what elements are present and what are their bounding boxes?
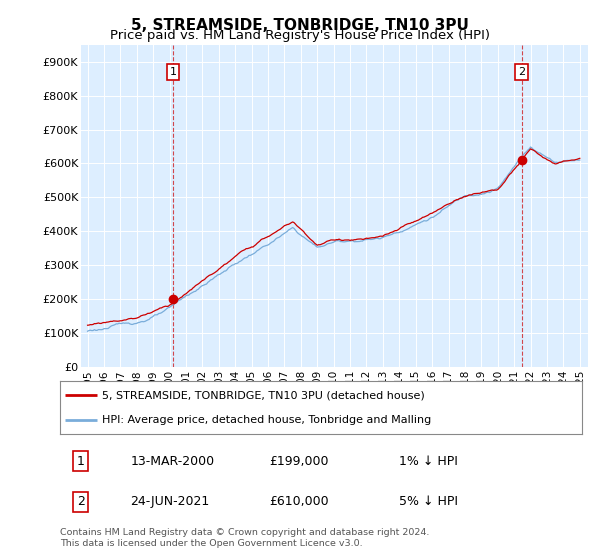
Text: 2: 2: [77, 495, 85, 508]
Text: 2: 2: [518, 67, 525, 77]
Text: HPI: Average price, detached house, Tonbridge and Malling: HPI: Average price, detached house, Tonb…: [102, 414, 431, 424]
Text: 5, STREAMSIDE, TONBRIDGE, TN10 3PU: 5, STREAMSIDE, TONBRIDGE, TN10 3PU: [131, 18, 469, 33]
Text: 5% ↓ HPI: 5% ↓ HPI: [400, 495, 458, 508]
Text: £610,000: £610,000: [269, 495, 328, 508]
Text: £199,000: £199,000: [269, 455, 328, 468]
Text: 13-MAR-2000: 13-MAR-2000: [130, 455, 215, 468]
Text: Contains HM Land Registry data © Crown copyright and database right 2024.
This d: Contains HM Land Registry data © Crown c…: [60, 528, 430, 548]
Text: 1: 1: [77, 455, 85, 468]
Text: 1: 1: [170, 67, 176, 77]
Text: 5, STREAMSIDE, TONBRIDGE, TN10 3PU (detached house): 5, STREAMSIDE, TONBRIDGE, TN10 3PU (deta…: [102, 390, 425, 400]
Text: Price paid vs. HM Land Registry's House Price Index (HPI): Price paid vs. HM Land Registry's House …: [110, 29, 490, 42]
Text: 24-JUN-2021: 24-JUN-2021: [130, 495, 210, 508]
Text: 1% ↓ HPI: 1% ↓ HPI: [400, 455, 458, 468]
